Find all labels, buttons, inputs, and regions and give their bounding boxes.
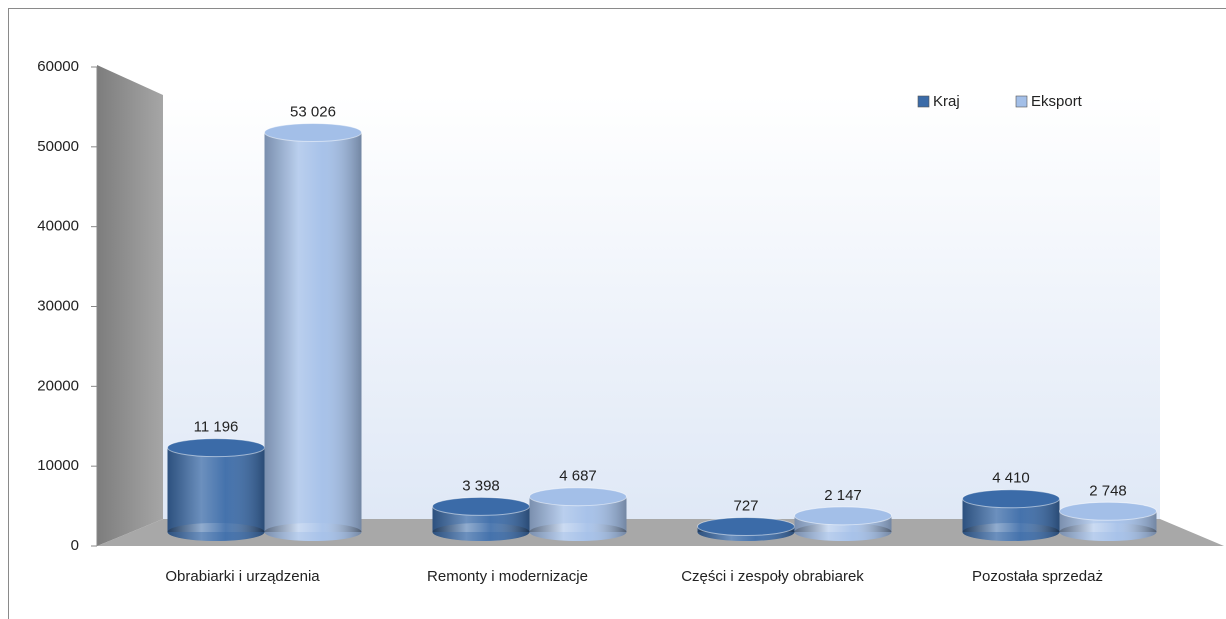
side-wall xyxy=(97,65,163,546)
cylinder xyxy=(167,438,265,541)
legend-swatch xyxy=(917,95,930,108)
cylinder-bottom-shade xyxy=(264,523,362,541)
cylinder-bottom-shade xyxy=(794,523,892,541)
x-tick-label: Części i zespoły obrabiarek xyxy=(681,568,864,585)
legend-label: Eksport xyxy=(1031,93,1083,110)
cylinder-bottom-shade xyxy=(167,523,265,541)
cylinder-top xyxy=(264,123,362,143)
cylinder xyxy=(1059,501,1157,541)
cylinder-top xyxy=(697,517,795,537)
data-label: 4 410 xyxy=(992,470,1030,487)
cylinder-top xyxy=(432,496,530,516)
cylinder-shade xyxy=(167,447,265,532)
cylinder-top xyxy=(529,487,627,507)
y-tick-label: 0 xyxy=(71,537,79,554)
cylinder xyxy=(962,489,1060,541)
data-label: 3 398 xyxy=(462,477,500,494)
data-label: 2 748 xyxy=(1089,482,1127,499)
cylinder xyxy=(794,506,892,541)
cylinder-shade xyxy=(264,132,362,532)
data-label: 11 196 xyxy=(194,419,239,436)
y-tick-label: 20000 xyxy=(37,377,79,394)
x-tick-label: Pozostała sprzedaż xyxy=(972,568,1103,585)
cylinder-bottom-shade xyxy=(1059,523,1157,541)
cylinder-top xyxy=(167,438,265,458)
cylinder-bottom-shade xyxy=(962,523,1060,541)
data-label: 4 687 xyxy=(559,468,597,485)
cylinder xyxy=(432,496,530,541)
cylinder-top xyxy=(794,506,892,526)
data-label: 53 026 xyxy=(290,104,336,121)
cylinder-top xyxy=(962,489,1060,509)
x-tick-label: Remonty i modernizacje xyxy=(427,568,588,585)
y-tick-label: 60000 xyxy=(37,58,79,75)
cylinder xyxy=(529,487,627,541)
data-label: 2 147 xyxy=(824,487,862,504)
y-tick-label: 10000 xyxy=(37,457,79,474)
y-tick-label: 50000 xyxy=(37,138,79,155)
legend-label: Kraj xyxy=(933,93,960,110)
floor xyxy=(97,519,1224,546)
y-tick-label: 40000 xyxy=(37,218,79,235)
y-tick-label: 30000 xyxy=(37,297,79,314)
cylinder-bottom-shade xyxy=(529,523,627,541)
cylinder-top xyxy=(1059,501,1157,521)
cylinder-bottom-shade xyxy=(432,523,530,541)
legend-swatch xyxy=(1015,95,1028,108)
cylinder xyxy=(264,123,362,541)
cylinder xyxy=(697,517,795,541)
x-tick-label: Obrabiarki i urządzenia xyxy=(165,568,320,585)
data-label: 727 xyxy=(733,497,758,514)
chart-border xyxy=(8,8,1226,619)
